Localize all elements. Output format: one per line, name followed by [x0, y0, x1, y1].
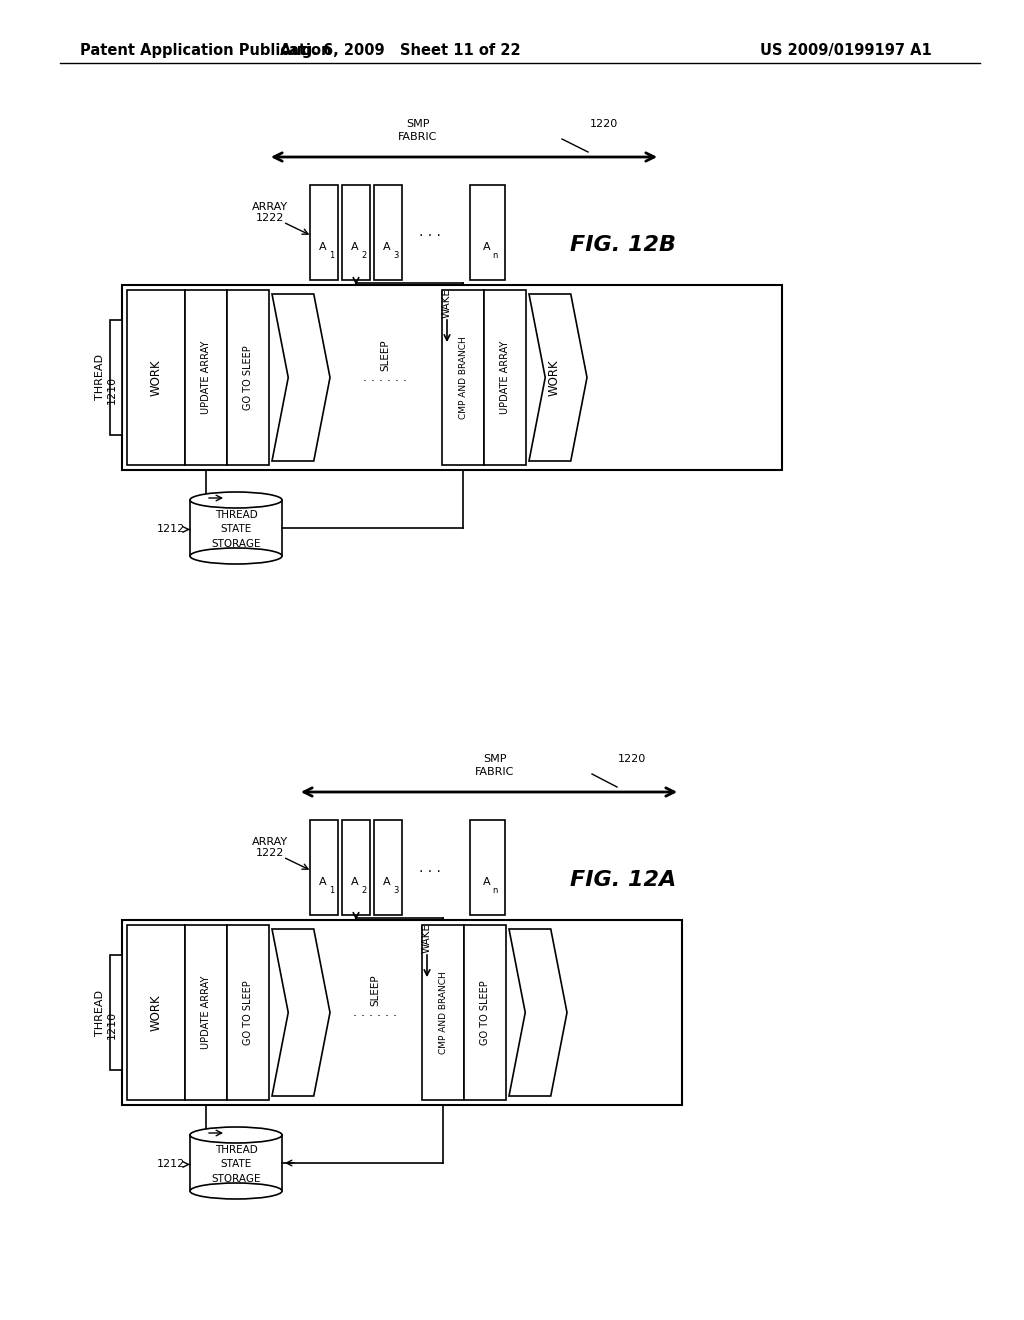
- Text: 2: 2: [361, 886, 367, 895]
- Text: A: A: [351, 876, 358, 887]
- Bar: [484, 290, 526, 465]
- Text: UPDATE ARRAY: UPDATE ARRAY: [500, 341, 510, 414]
- Text: WORK: WORK: [548, 359, 560, 396]
- Text: UPDATE ARRAY: UPDATE ARRAY: [201, 975, 211, 1049]
- Text: Patent Application Publication: Patent Application Publication: [80, 42, 332, 58]
- Text: 1220: 1220: [618, 754, 646, 764]
- Polygon shape: [272, 929, 330, 1096]
- Text: FIG. 12B: FIG. 12B: [570, 235, 676, 255]
- Bar: [342, 820, 370, 915]
- Text: GO TO SLEEP: GO TO SLEEP: [480, 981, 490, 1045]
- Text: FABRIC: FABRIC: [398, 132, 437, 143]
- Text: 1210: 1210: [106, 1010, 117, 1039]
- Text: STORAGE: STORAGE: [211, 539, 261, 549]
- Text: 1: 1: [329, 886, 334, 895]
- Text: ARRAY: ARRAY: [252, 837, 288, 847]
- Text: 1220: 1220: [590, 119, 618, 129]
- Ellipse shape: [190, 492, 282, 508]
- Text: SLEEP: SLEEP: [380, 339, 390, 371]
- Text: 1210: 1210: [106, 375, 117, 404]
- Bar: [127, 925, 185, 1100]
- Text: STATE: STATE: [220, 1159, 252, 1170]
- Bar: [310, 820, 338, 915]
- Ellipse shape: [190, 1127, 282, 1143]
- Bar: [185, 290, 227, 465]
- Bar: [127, 290, 185, 465]
- Text: 3: 3: [393, 886, 398, 895]
- Text: 1212: 1212: [157, 524, 185, 535]
- Text: A: A: [351, 242, 358, 252]
- Text: SMP: SMP: [407, 119, 430, 129]
- Text: A: A: [383, 876, 391, 887]
- Bar: [122, 285, 782, 470]
- Text: STORAGE: STORAGE: [211, 1173, 261, 1184]
- Text: THREAD: THREAD: [95, 990, 105, 1035]
- Text: A: A: [383, 242, 391, 252]
- Text: GO TO SLEEP: GO TO SLEEP: [243, 345, 253, 411]
- Bar: [374, 185, 402, 280]
- Text: n: n: [493, 251, 498, 260]
- Text: . . .: . . .: [419, 861, 441, 874]
- Bar: [185, 925, 227, 1100]
- Text: FABRIC: FABRIC: [475, 767, 515, 777]
- Ellipse shape: [190, 1183, 282, 1199]
- Text: 1: 1: [329, 251, 334, 260]
- Text: 3: 3: [393, 251, 398, 260]
- Text: GO TO SLEEP: GO TO SLEEP: [243, 981, 253, 1045]
- Text: THREAD: THREAD: [215, 510, 257, 520]
- Text: WORK: WORK: [150, 994, 163, 1031]
- Text: A: A: [319, 876, 327, 887]
- Text: . . . . . .: . . . . . .: [353, 1006, 397, 1019]
- Text: CMP AND BRANCH: CMP AND BRANCH: [438, 972, 447, 1053]
- Text: US 2009/0199197 A1: US 2009/0199197 A1: [760, 42, 932, 58]
- Text: A: A: [482, 876, 490, 887]
- Text: 1222: 1222: [256, 213, 285, 223]
- Text: UPDATE ARRAY: UPDATE ARRAY: [201, 341, 211, 414]
- Text: A: A: [319, 242, 327, 252]
- Text: . . . . . .: . . . . . .: [362, 371, 407, 384]
- Text: SMP: SMP: [483, 754, 507, 764]
- Text: Aug. 6, 2009   Sheet 11 of 22: Aug. 6, 2009 Sheet 11 of 22: [280, 42, 520, 58]
- Bar: [464, 925, 506, 1100]
- Ellipse shape: [190, 548, 282, 564]
- Bar: [442, 290, 484, 465]
- Text: THREAD: THREAD: [215, 1144, 257, 1155]
- Text: WAKE: WAKE: [422, 923, 432, 953]
- Polygon shape: [272, 294, 330, 461]
- Bar: [470, 185, 505, 280]
- Bar: [227, 925, 269, 1100]
- Text: FIG. 12A: FIG. 12A: [570, 870, 676, 890]
- Bar: [110, 319, 122, 436]
- Text: 1212: 1212: [157, 1159, 185, 1170]
- Bar: [190, 1135, 282, 1191]
- Bar: [310, 185, 338, 280]
- Text: STATE: STATE: [220, 524, 252, 535]
- Text: SLEEP: SLEEP: [370, 974, 380, 1006]
- Bar: [422, 925, 464, 1100]
- Bar: [122, 920, 682, 1105]
- Text: WORK: WORK: [150, 359, 163, 396]
- Bar: [374, 820, 402, 915]
- Polygon shape: [509, 929, 567, 1096]
- Text: ARRAY: ARRAY: [252, 202, 288, 213]
- Text: 1222: 1222: [256, 847, 285, 858]
- Text: 2: 2: [361, 251, 367, 260]
- Bar: [470, 820, 505, 915]
- Bar: [342, 185, 370, 280]
- Text: CMP AND BRANCH: CMP AND BRANCH: [459, 337, 468, 418]
- Bar: [227, 290, 269, 465]
- Text: WAKE: WAKE: [442, 288, 452, 318]
- Bar: [110, 954, 122, 1071]
- Text: . . .: . . .: [419, 226, 441, 239]
- Text: n: n: [493, 886, 498, 895]
- Bar: [190, 500, 282, 556]
- Text: THREAD: THREAD: [95, 355, 105, 400]
- Text: A: A: [482, 242, 490, 252]
- Polygon shape: [529, 294, 587, 461]
